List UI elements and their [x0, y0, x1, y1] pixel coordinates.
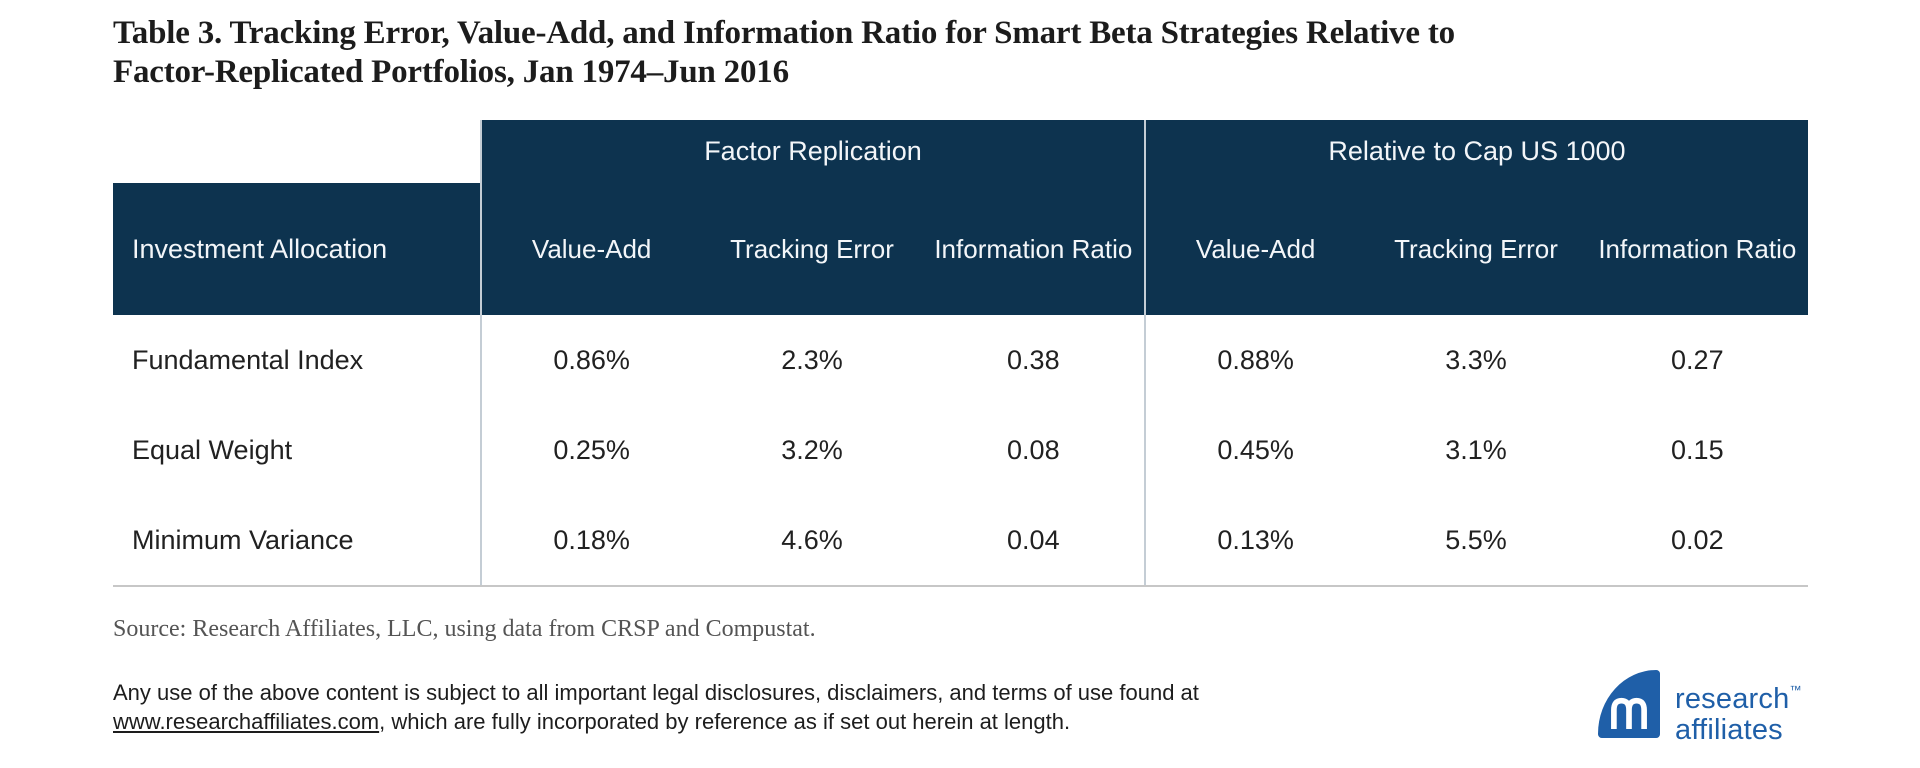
legal-line2-rest: , which are fully incorporated by refere… [379, 709, 1071, 734]
page-title-line2: Factor-Replicated Portfolios, Jan 1974–J… [113, 54, 789, 90]
cell-equal-cap-value-add: 0.45% [1143, 405, 1365, 495]
cell-minvar-fr-information-ratio: 0.04 [1007, 524, 1060, 555]
group-header-factor-replication: Factor Replication [480, 120, 1144, 183]
trademark-symbol: ™ [1789, 683, 1802, 697]
cell-equal-fr-information-ratio: 0.08 [1007, 434, 1060, 465]
table-corner-spacer [113, 120, 480, 183]
cell-fundamental-cap-information-ratio: 0.27 [1671, 344, 1724, 375]
legal-line2: www.researchaffiliates.com, which are fu… [113, 707, 1199, 736]
cell-minvar-cap-tracking-error: 5.5% [1445, 524, 1507, 555]
group-header-relative-to-cap-us-1000: Relative to Cap US 1000 [1143, 120, 1808, 183]
legal-line1: Any use of the above content is subject … [113, 680, 1199, 705]
smart-beta-table: Factor Replication Relative to Cap US 10… [113, 120, 1808, 587]
source-note: Source: Research Affiliates, LLC, using … [113, 616, 816, 642]
page-title-line1: Table 3. Tracking Error, Value-Add, and … [113, 15, 1455, 51]
cell-equal-fr-value-add: 0.25% [480, 405, 701, 495]
col-header-fr-information-ratio: Information Ratio [922, 183, 1144, 315]
cell-minvar-fr-tracking-error: 4.6% [781, 524, 843, 555]
col-header-cap-information-ratio: Information Ratio [1586, 183, 1808, 315]
research-affiliates-logo: research™ affiliates [1598, 670, 1801, 746]
ra-monogram-icon [1598, 670, 1660, 738]
cell-fundamental-fr-information-ratio: 0.38 [1007, 344, 1060, 375]
legal-link[interactable]: www.researchaffiliates.com [113, 709, 380, 734]
cell-fundamental-cap-value-add: 0.88% [1143, 315, 1365, 405]
cell-fundamental-fr-value-add: 0.86% [480, 315, 701, 405]
cell-minvar-fr-value-add: 0.18% [480, 495, 701, 585]
page-title: Table 3. Tracking Error, Value-Add, and … [113, 14, 1833, 92]
row-header-investment-allocation: Investment Allocation [113, 183, 480, 315]
cell-equal-cap-tracking-error: 3.1% [1445, 434, 1507, 465]
col-header-cap-tracking-error: Tracking Error [1365, 183, 1587, 315]
cell-minvar-cap-value-add: 0.13% [1143, 495, 1365, 585]
cell-fundamental-fr-tracking-error: 2.3% [781, 344, 843, 375]
cell-equal-cap-information-ratio: 0.15 [1671, 434, 1724, 465]
ra-logo-text: research™ affiliates [1675, 675, 1801, 746]
ra-logo-line1: research™ [1675, 683, 1802, 715]
col-header-cap-value-add: Value-Add [1143, 183, 1366, 315]
cell-minvar-cap-information-ratio: 0.02 [1671, 524, 1724, 555]
legal-text: Any use of the above content is subject … [113, 678, 1199, 736]
row-label-equal-weight: Equal Weight [132, 434, 293, 465]
cell-fundamental-cap-tracking-error: 3.3% [1445, 344, 1507, 375]
col-header-fr-value-add: Value-Add [480, 183, 702, 315]
cell-equal-fr-tracking-error: 3.2% [781, 434, 843, 465]
col-header-fr-tracking-error: Tracking Error [701, 183, 923, 315]
ra-monogram-glyph [1611, 697, 1647, 729]
ra-logo-line2: affiliates [1675, 714, 1783, 746]
row-label-fundamental-index: Fundamental Index [132, 344, 364, 375]
row-label-minimum-variance: Minimum Variance [132, 524, 354, 555]
